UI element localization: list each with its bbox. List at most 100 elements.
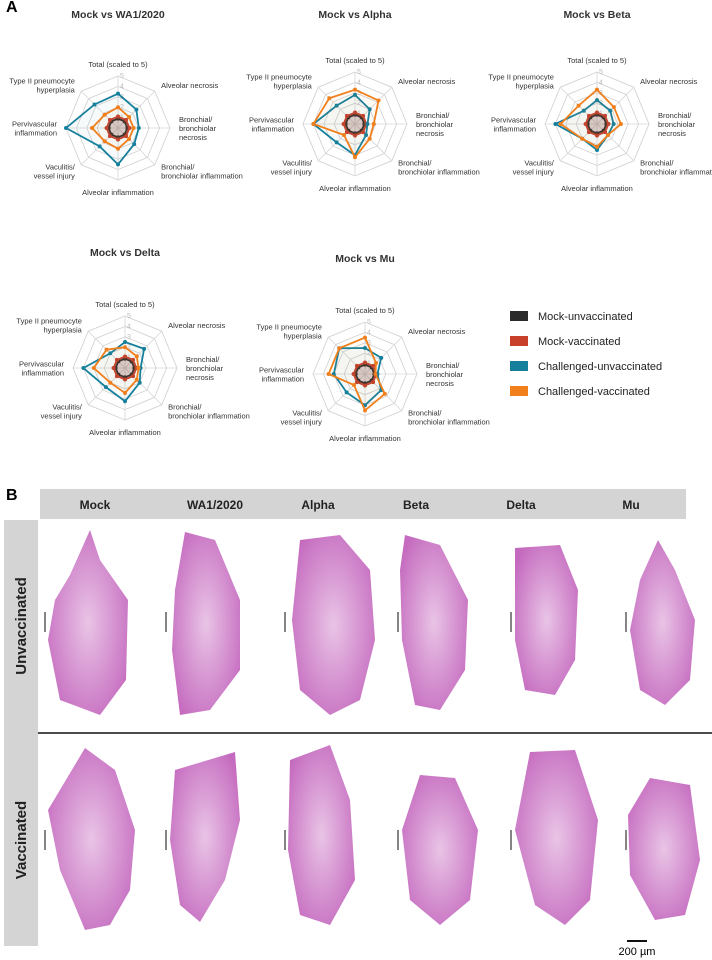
tissue-section: [630, 540, 695, 705]
data-point: [361, 130, 366, 135]
r-tick-label: 5: [367, 319, 371, 326]
data-point: [351, 383, 356, 388]
axis-label: Vaculitis/vessel injury: [281, 409, 323, 427]
data-point: [373, 372, 378, 376]
tissue-section: [288, 745, 355, 925]
data-point: [131, 126, 136, 130]
data-point: [595, 98, 599, 103]
column-label: Beta: [403, 498, 429, 512]
axis-label: Vaculitis/vessel injury: [271, 159, 313, 177]
axis-label: Bronchial/bronchiolar necrosis: [426, 361, 464, 388]
data-point: [92, 102, 97, 107]
data-point: [131, 374, 136, 379]
legend-label: Challenged-vaccinated: [538, 386, 650, 398]
axis-label: Alveolar inflammation: [82, 188, 154, 197]
data-point: [116, 91, 120, 96]
column-header-bar: [40, 489, 686, 519]
data-point: [124, 134, 129, 139]
chart-title: Mock vs Alpha: [318, 9, 391, 21]
tissue-section: [48, 530, 128, 715]
chart-title: Mock vs Delta: [90, 247, 160, 259]
data-point: [363, 383, 367, 388]
axis-label: Bronchial/bronchiolar necrosis: [186, 355, 224, 382]
data-point: [618, 122, 623, 126]
tissue-section: [628, 778, 700, 920]
axis-label: Total (scaled to 5): [325, 56, 385, 65]
column-label: Delta: [506, 498, 536, 512]
tissue-section: [400, 535, 468, 710]
data-point: [337, 346, 342, 351]
data-point: [127, 137, 132, 142]
data-point: [334, 140, 339, 145]
data-point: [311, 122, 316, 126]
data-point: [581, 108, 586, 113]
axis-label: Pervivascular inflammation: [491, 116, 537, 134]
axis-label: Pervivascular inflammation: [259, 366, 305, 384]
axis-label: Type II pneumocyte hyperplasia: [9, 76, 75, 94]
panel-label: A: [6, 0, 18, 16]
axis-label: Alveolar necrosis: [168, 321, 225, 330]
tissue-section: [170, 752, 240, 922]
legend-swatch: [510, 311, 528, 321]
data-point: [116, 114, 120, 119]
data-point: [136, 366, 141, 370]
r-tick-label: 3: [357, 90, 361, 97]
data-point: [142, 346, 147, 351]
data-point: [558, 122, 563, 126]
data-point: [103, 385, 108, 390]
data-point: [341, 133, 346, 138]
data-point: [116, 162, 120, 167]
data-point: [123, 345, 127, 350]
chart-title: Mock vs Mu: [335, 253, 395, 265]
data-point: [367, 107, 372, 112]
tissue-section: [172, 532, 240, 715]
axis-label: Bronchial/bronchiolar inflammation: [398, 159, 480, 177]
data-point: [334, 103, 339, 108]
data-point: [353, 87, 357, 92]
data-point: [379, 355, 384, 360]
axis-label: Type II pneumocyte hyperplasia: [488, 72, 554, 90]
axis-label: Type II pneumocyte hyperplasia: [16, 316, 82, 334]
column-label: Mu: [622, 498, 639, 512]
data-point: [90, 126, 94, 130]
data-point: [107, 117, 112, 122]
data-point: [108, 351, 113, 356]
data-point: [364, 133, 369, 138]
data-point: [116, 146, 120, 151]
axis-label: Alveolar necrosis: [161, 81, 218, 90]
axis-label: Total (scaled to 5): [335, 306, 395, 315]
axis-label: Bronchial/bronchiolar necrosis: [416, 111, 454, 138]
axis-label: Bronchial/bronchiolar necrosis: [179, 115, 217, 142]
data-point: [97, 144, 102, 149]
data-point: [107, 134, 112, 139]
r-tick-label: 2: [120, 104, 124, 111]
data-point: [326, 372, 331, 376]
data-point: [327, 96, 332, 101]
data-point: [131, 357, 136, 362]
legend-swatch: [510, 336, 528, 346]
r-tick-label: 3: [127, 334, 131, 341]
data-point: [576, 103, 581, 108]
axis-label: Alveolar inflammation: [89, 428, 161, 437]
axis-label: Alveolar inflammation: [319, 184, 391, 193]
data-point: [102, 112, 107, 117]
data-point: [91, 366, 96, 370]
r-tick-label: 5: [599, 69, 603, 76]
data-point: [344, 130, 349, 135]
row-label: Unvaccinated: [13, 577, 30, 675]
axis-label: Pervivascular inflammation: [19, 360, 65, 378]
data-point: [344, 113, 349, 118]
data-point: [104, 347, 109, 352]
r-tick-label: 2: [367, 350, 371, 357]
axis-label: Alveolar necrosis: [398, 77, 455, 86]
axis-label: Vaculitis/vessel injury: [513, 159, 555, 177]
legend-label: Mock-vaccinated: [538, 336, 621, 348]
tissue-section: [402, 775, 478, 925]
data-point: [595, 133, 599, 138]
data-point: [606, 133, 611, 138]
data-point: [134, 354, 139, 359]
